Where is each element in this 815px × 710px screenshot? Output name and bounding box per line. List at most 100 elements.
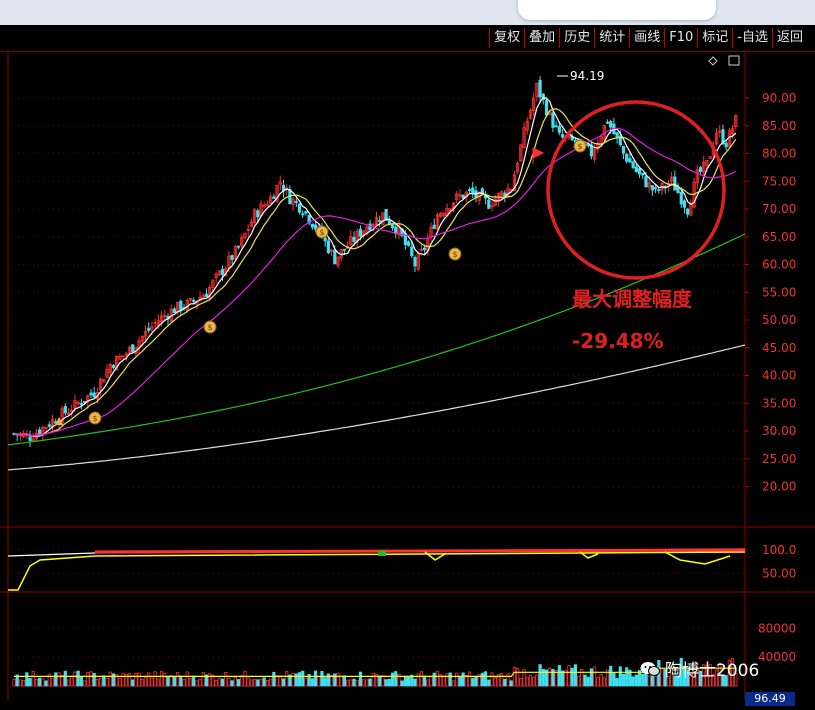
volume-bar xyxy=(570,667,574,687)
candle-body xyxy=(89,392,93,396)
volume-bar xyxy=(686,669,690,687)
money-bag-icon xyxy=(315,225,329,239)
candle-body xyxy=(28,436,32,441)
candle-body xyxy=(390,224,395,228)
candle-body xyxy=(111,365,116,368)
candle-body xyxy=(153,322,157,325)
candle-body xyxy=(560,134,565,138)
volume-bar xyxy=(118,678,122,687)
candle-body xyxy=(419,248,424,251)
volume-bar xyxy=(403,675,407,687)
volume-bar xyxy=(233,677,237,687)
volume-bar xyxy=(281,678,286,687)
y-tick-label: 20.00 xyxy=(762,480,796,494)
candle-body xyxy=(236,245,241,248)
candle-body xyxy=(92,392,96,398)
volume-bar xyxy=(621,673,626,687)
toolbar-button-2[interactable]: 历史 xyxy=(559,28,594,48)
volume-bar xyxy=(506,673,510,687)
volume-bar xyxy=(362,679,366,687)
candle-body xyxy=(721,129,725,145)
toolbar-button-6[interactable]: 标记 xyxy=(697,28,732,48)
volume-bar xyxy=(458,676,462,687)
candle-body xyxy=(718,130,722,133)
watermark-text: 陶博士2006 xyxy=(665,661,760,681)
volume-bar xyxy=(557,665,561,687)
money-bag-icon-glyph: $ xyxy=(452,250,457,259)
volume-bar xyxy=(25,672,29,687)
volume-bar xyxy=(92,672,96,687)
volume-bar xyxy=(734,673,738,687)
toolbar-button-5[interactable]: F10 xyxy=(664,28,697,48)
volume-bar xyxy=(352,678,356,687)
toolbar-button-1[interactable]: 叠加 xyxy=(524,28,559,48)
candle-body xyxy=(301,213,305,216)
volume-bar xyxy=(397,673,401,687)
candle-body xyxy=(272,196,276,199)
candle-body xyxy=(246,228,250,231)
volume-bar xyxy=(721,674,725,687)
volume-bar xyxy=(105,677,109,687)
volume-bar xyxy=(724,675,728,687)
volume-bar xyxy=(641,673,645,687)
candle-body xyxy=(304,211,308,214)
volume-bar xyxy=(548,667,552,687)
candle-body xyxy=(159,315,164,322)
money-bag-icon xyxy=(448,247,462,261)
toolbar-button-3[interactable]: 统计 xyxy=(594,28,629,48)
volume-bar xyxy=(82,680,87,687)
toolbar-button-7[interactable]: -自选 xyxy=(732,28,772,48)
candle-body xyxy=(679,191,683,205)
volume-bar xyxy=(294,673,298,687)
candle-body xyxy=(252,209,257,224)
volume-bar xyxy=(676,675,680,687)
volume-bar xyxy=(95,679,100,687)
volume-bar xyxy=(583,674,587,687)
volume-bar xyxy=(102,675,106,687)
volume-bar xyxy=(525,676,529,687)
candle-body xyxy=(265,203,270,206)
volume-bar xyxy=(564,670,568,687)
y-tick-label: 30.00 xyxy=(762,424,796,438)
volume-bar xyxy=(143,676,148,687)
volume-bar xyxy=(718,662,722,687)
volume-bar xyxy=(169,675,173,687)
candle-body xyxy=(730,128,735,134)
candle-body xyxy=(381,212,385,225)
candle-body xyxy=(131,344,135,353)
volume-bar xyxy=(217,677,221,687)
toolbar-button-4[interactable]: 画线 xyxy=(629,28,664,48)
browser-tab[interactable] xyxy=(518,0,716,20)
volume-bar xyxy=(211,674,215,687)
volume-bar xyxy=(400,680,404,687)
volume-bar xyxy=(70,675,74,687)
volume-bar xyxy=(44,680,48,687)
candle-body xyxy=(326,240,330,254)
candle-body xyxy=(227,255,231,268)
ma60-line xyxy=(7,233,746,446)
candle-body xyxy=(670,176,674,182)
volume-bar xyxy=(477,674,481,687)
toolbar-button-0[interactable]: 复权 xyxy=(489,28,524,48)
volume-bar xyxy=(445,673,449,687)
volume-bar xyxy=(79,675,83,687)
volume-bar xyxy=(689,672,693,687)
volume-bar xyxy=(236,679,241,687)
indicator-line-red xyxy=(94,548,746,554)
volume-bar xyxy=(596,676,600,687)
volume-bar xyxy=(577,675,581,687)
candle-body xyxy=(650,185,654,191)
volume-bar xyxy=(63,670,67,687)
volume-bar xyxy=(140,679,144,687)
toolbar-button-8[interactable]: 返回 xyxy=(771,28,807,48)
candle-body xyxy=(243,232,247,239)
current-price-tag: 96.49 xyxy=(745,692,795,706)
volume-bar xyxy=(272,671,276,687)
volume-bar xyxy=(618,666,622,687)
volume-bar xyxy=(38,677,42,687)
volume-panel: 80000 40000 xyxy=(8,621,796,687)
candle-body xyxy=(516,163,520,173)
volume-bar xyxy=(371,672,375,687)
candle-body xyxy=(554,125,558,128)
